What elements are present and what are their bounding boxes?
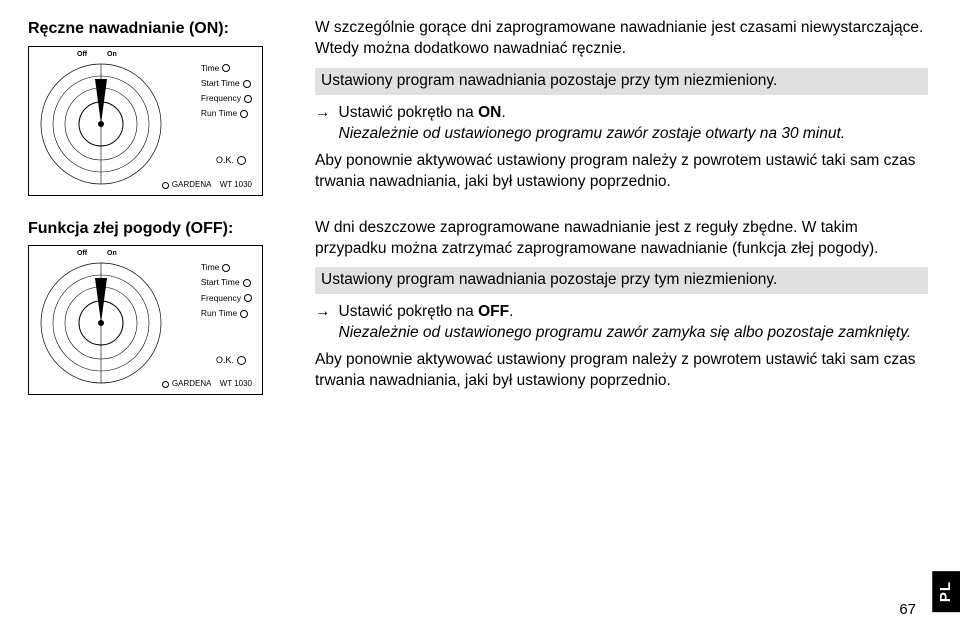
label-runtime-2: Run Time xyxy=(201,306,252,321)
dial-svg-off xyxy=(31,248,171,388)
on-arrow-suffix: . xyxy=(501,104,505,121)
off-arrow-content: Ustawić pokrętło na OFF. Niezależnie od … xyxy=(339,302,912,344)
off-label-2: Off xyxy=(77,249,87,258)
circle-icon xyxy=(244,95,252,103)
dial-svg-on xyxy=(31,49,171,189)
side-tab: PL xyxy=(932,571,960,612)
section-off: Funkcja złej pogody (OFF): Off On Time S… xyxy=(28,218,928,396)
on-highlight: Ustawiony program nawadniania pozostaje … xyxy=(315,68,928,95)
diagram-off: Off On Time Start Time Frequency Run Tim… xyxy=(28,245,263,395)
label-starttime-2: Start Time xyxy=(201,275,252,290)
on-label: On xyxy=(107,50,117,59)
label-frequency: Frequency xyxy=(201,91,252,106)
brand-icon xyxy=(162,381,169,388)
right-col-1: W szczególnie gorące dni zaprogramowane … xyxy=(315,18,928,196)
brand-off: GARDENA WT 1030 xyxy=(162,379,252,390)
off-arrow-text: Ustawić pokrętło na xyxy=(339,303,479,320)
label-box-off: Time Start Time Frequency Run Time xyxy=(201,260,252,321)
brand-icon xyxy=(162,182,169,189)
ok-label-off: O.K. xyxy=(216,354,246,366)
off-arrow-bold: OFF xyxy=(478,303,509,320)
section-on: Ręczne nawadnianie (ON): Off On Time Sta… xyxy=(28,18,928,196)
left-col-1: Ręczne nawadnianie (ON): Off On Time Sta… xyxy=(28,18,293,196)
arrow-icon: → xyxy=(315,103,331,145)
on-arrow-line: → Ustawić pokrętło na ON. Niezależnie od… xyxy=(315,103,928,145)
circle-icon xyxy=(237,356,246,365)
on-arrow-text: Ustawić pokrętło na xyxy=(339,104,479,121)
on-italic: Niezależnie od ustawionego programu zawó… xyxy=(339,125,846,142)
left-col-2: Funkcja złej pogody (OFF): Off On Time S… xyxy=(28,218,293,396)
heading-on: Ręczne nawadnianie (ON): xyxy=(28,18,293,40)
circle-icon xyxy=(240,110,248,118)
circle-icon xyxy=(243,80,251,88)
on-p1: W szczególnie gorące dni zaprogramowane … xyxy=(315,18,928,60)
label-frequency-2: Frequency xyxy=(201,291,252,306)
circle-icon xyxy=(237,156,246,165)
circle-icon xyxy=(243,279,251,287)
circle-icon xyxy=(222,264,230,272)
circle-icon xyxy=(240,310,248,318)
label-box-on: Time Start Time Frequency Run Time xyxy=(201,61,252,122)
off-highlight: Ustawiony program nawadniania pozostaje … xyxy=(315,267,928,294)
heading-off: Funkcja złej pogody (OFF): xyxy=(28,218,293,240)
label-time-2: Time xyxy=(201,260,252,275)
label-time: Time xyxy=(201,61,252,76)
brand-on: GARDENA WT 1030 xyxy=(162,180,252,191)
off-arrow-suffix: . xyxy=(509,303,513,320)
circle-icon xyxy=(222,64,230,72)
on-arrow-content: Ustawić pokrętło na ON. Niezależnie od u… xyxy=(339,103,846,145)
circle-icon xyxy=(244,294,252,302)
on-p2: Aby ponownie aktywować ustawiony program… xyxy=(315,151,928,193)
off-p2: Aby ponownie aktywować ustawiony program… xyxy=(315,350,928,392)
off-italic: Niezależnie od ustawionego programu zawó… xyxy=(339,324,912,341)
off-label: Off xyxy=(77,50,87,59)
page-number: 67 xyxy=(899,600,916,620)
arrow-icon: → xyxy=(315,302,331,344)
label-starttime: Start Time xyxy=(201,76,252,91)
off-p1: W dni deszczowe zaprogramowane nawadnian… xyxy=(315,218,928,260)
off-arrow-line: → Ustawić pokrętło na OFF. Niezależnie o… xyxy=(315,302,928,344)
ok-label-on: O.K. xyxy=(216,154,246,166)
diagram-on: Off On Time Start Time Frequency Run Tim… xyxy=(28,46,263,196)
on-label-2: On xyxy=(107,249,117,258)
label-runtime: Run Time xyxy=(201,106,252,121)
right-col-2: W dni deszczowe zaprogramowane nawadnian… xyxy=(315,218,928,396)
on-arrow-bold: ON xyxy=(478,104,501,121)
